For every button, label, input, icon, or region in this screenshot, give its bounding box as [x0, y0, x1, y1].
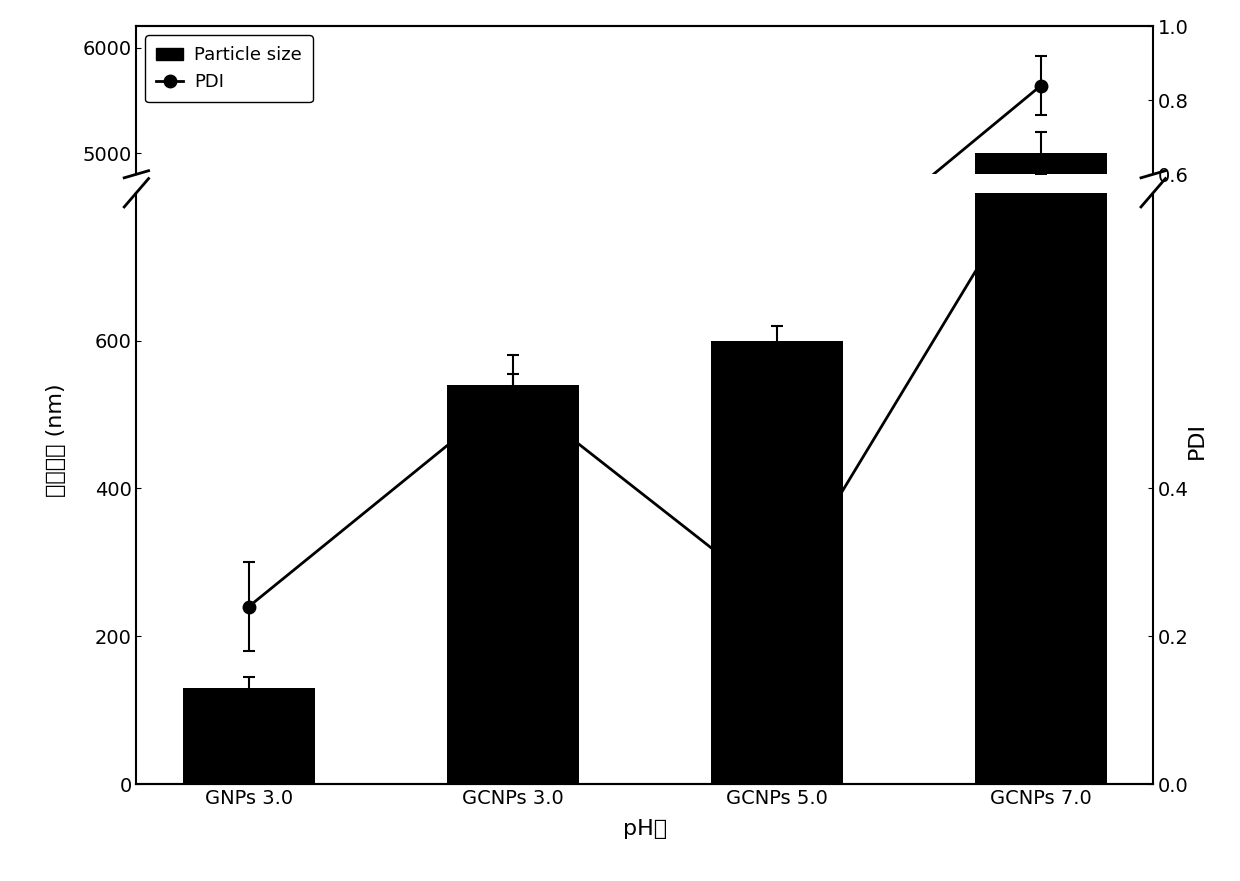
Bar: [182, 668, 315, 681]
Bar: [182, 688, 315, 784]
Bar: [975, 0, 1107, 784]
Bar: [446, 624, 579, 681]
Bar: [446, 385, 579, 784]
Text: PDI: PDI: [1187, 422, 1207, 459]
Bar: [975, 153, 1107, 681]
Bar: [711, 341, 843, 784]
Bar: [711, 618, 843, 681]
Text: 平均粒径 (nm): 平均粒径 (nm): [46, 384, 66, 497]
Legend: Particle size, PDI: Particle size, PDI: [145, 35, 312, 102]
X-axis label: pH値: pH値: [622, 819, 667, 839]
